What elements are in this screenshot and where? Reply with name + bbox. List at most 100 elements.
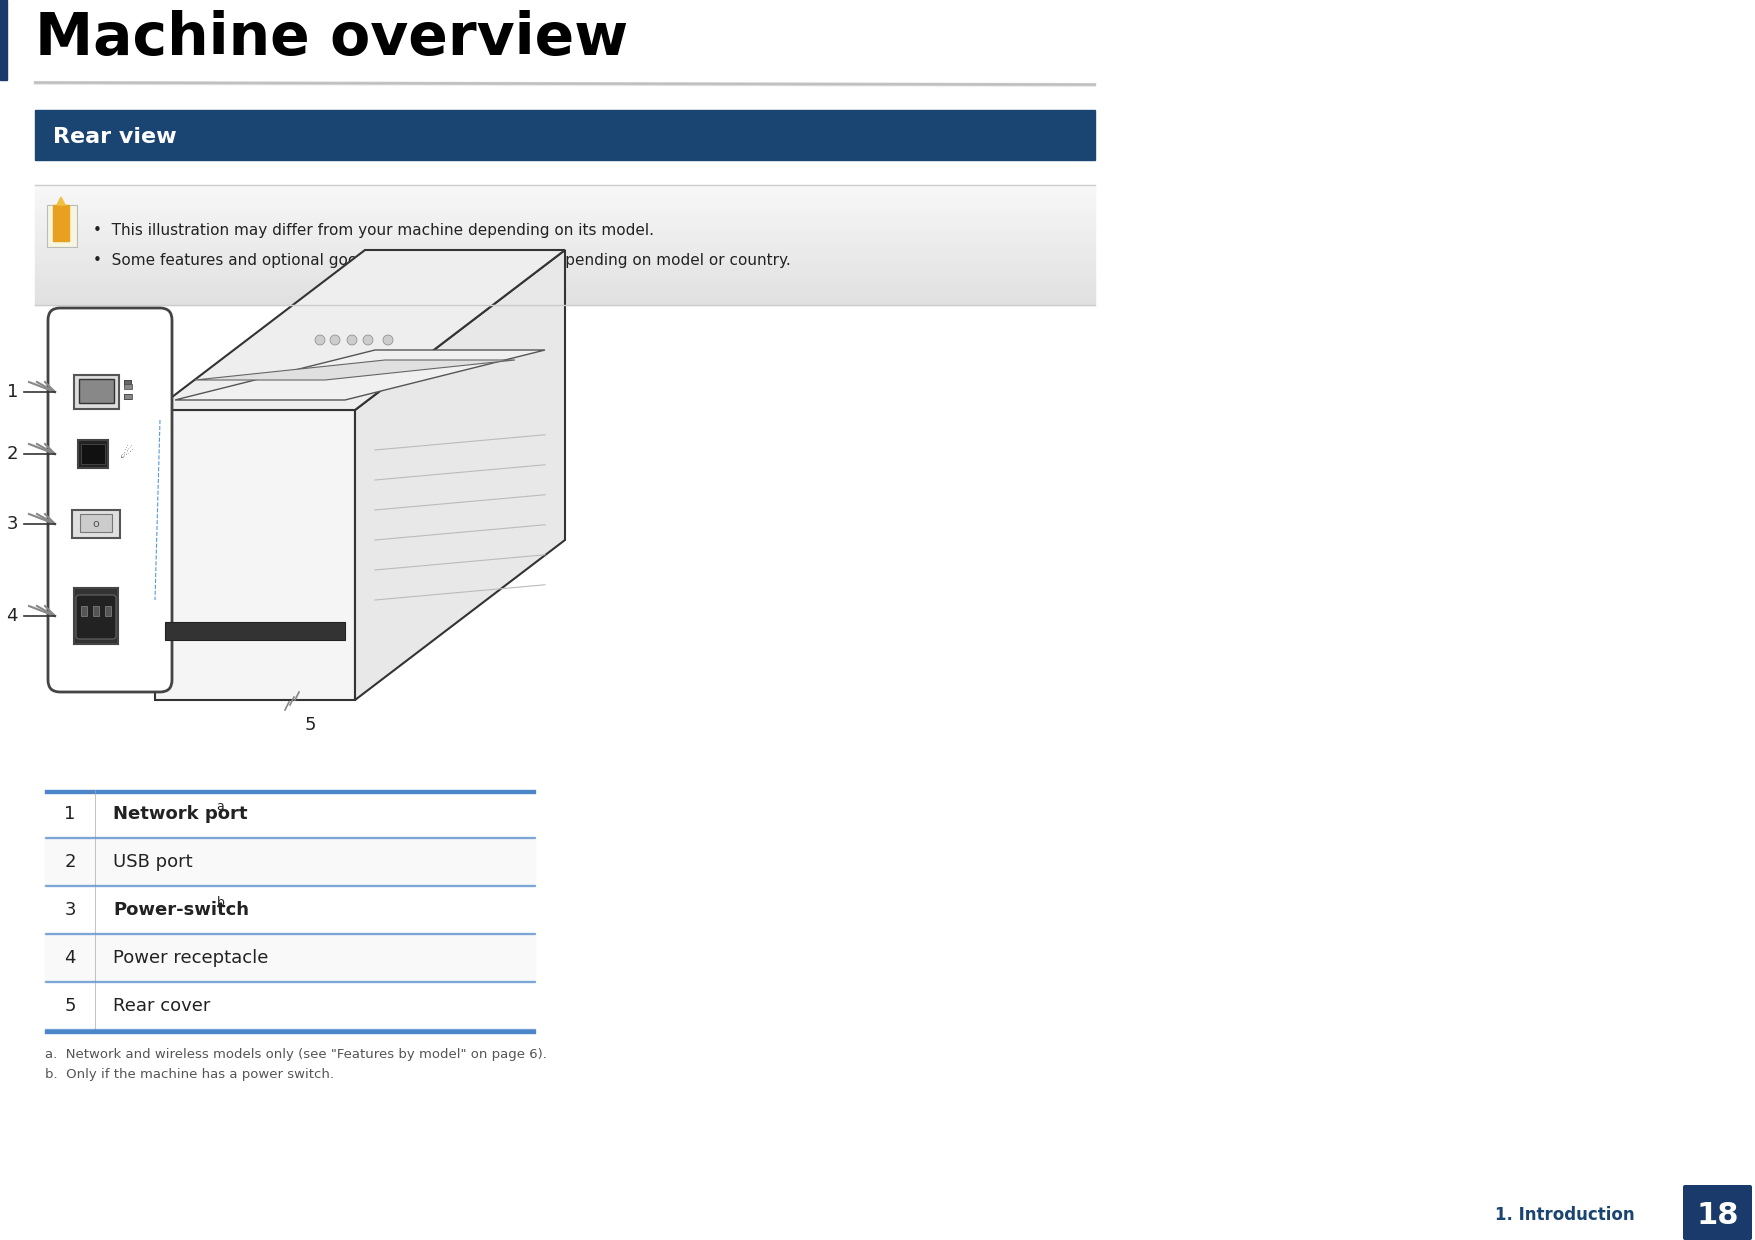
Bar bbox=[35, 188, 1095, 193]
Bar bbox=[35, 205, 1095, 210]
Text: a.  Network and wireless models only (see "Features by model" on page 6).: a. Network and wireless models only (see… bbox=[46, 1048, 548, 1061]
Text: Machine overview: Machine overview bbox=[35, 10, 628, 67]
Bar bbox=[125, 379, 132, 384]
Bar bbox=[125, 379, 132, 384]
Bar bbox=[35, 224, 1095, 229]
Bar bbox=[81, 515, 112, 532]
Bar bbox=[35, 249, 1095, 253]
Circle shape bbox=[363, 335, 374, 345]
Bar bbox=[35, 217, 1095, 221]
Bar bbox=[35, 237, 1095, 241]
Bar bbox=[35, 265, 1095, 269]
Text: •  This illustration may differ from your machine depending on its model.: • This illustration may differ from your… bbox=[93, 223, 655, 238]
Text: 4: 4 bbox=[7, 608, 18, 625]
FancyBboxPatch shape bbox=[47, 205, 77, 247]
Bar bbox=[35, 260, 1095, 265]
Polygon shape bbox=[154, 410, 355, 701]
Polygon shape bbox=[355, 250, 565, 701]
FancyBboxPatch shape bbox=[1683, 1185, 1751, 1240]
Bar bbox=[125, 394, 132, 399]
Circle shape bbox=[330, 335, 340, 345]
Bar bbox=[46, 884, 535, 887]
Bar bbox=[35, 293, 1095, 298]
Bar bbox=[35, 289, 1095, 293]
Circle shape bbox=[383, 335, 393, 345]
Bar bbox=[125, 384, 132, 389]
Text: Network port: Network port bbox=[112, 805, 247, 823]
Polygon shape bbox=[195, 360, 514, 379]
FancyBboxPatch shape bbox=[47, 308, 172, 692]
FancyBboxPatch shape bbox=[75, 595, 116, 639]
Bar bbox=[72, 510, 119, 538]
Bar bbox=[46, 932, 535, 934]
Bar bbox=[35, 201, 1095, 205]
Bar bbox=[46, 934, 535, 982]
Bar bbox=[74, 374, 119, 409]
Bar bbox=[93, 606, 98, 616]
Text: Rear cover: Rear cover bbox=[112, 997, 211, 1016]
Bar bbox=[35, 229, 1095, 233]
Bar bbox=[35, 246, 1095, 249]
Bar bbox=[35, 110, 1095, 160]
Bar bbox=[105, 606, 111, 616]
Bar bbox=[35, 301, 1095, 305]
Bar bbox=[35, 210, 1095, 213]
Bar bbox=[46, 981, 535, 982]
Text: USB port: USB port bbox=[112, 853, 193, 870]
Polygon shape bbox=[154, 250, 565, 410]
Bar bbox=[35, 257, 1095, 260]
Bar bbox=[46, 982, 535, 1030]
Bar bbox=[46, 837, 535, 838]
Text: b.  Only if the machine has a power switch.: b. Only if the machine has a power switc… bbox=[46, 1068, 333, 1081]
Bar bbox=[46, 887, 535, 934]
Circle shape bbox=[347, 335, 356, 345]
Bar bbox=[165, 622, 346, 640]
Polygon shape bbox=[176, 350, 546, 401]
Text: b: b bbox=[216, 895, 225, 909]
Text: 5: 5 bbox=[65, 997, 75, 1016]
Text: a: a bbox=[216, 800, 225, 812]
Text: Rear view: Rear view bbox=[53, 126, 177, 148]
Text: o: o bbox=[93, 520, 100, 529]
Polygon shape bbox=[53, 205, 68, 241]
Bar bbox=[35, 285, 1095, 289]
Bar bbox=[46, 838, 535, 887]
Text: 2: 2 bbox=[65, 853, 75, 870]
Text: 1: 1 bbox=[7, 383, 18, 401]
Bar bbox=[35, 298, 1095, 301]
Bar bbox=[35, 185, 1095, 188]
Text: 18: 18 bbox=[1697, 1202, 1739, 1230]
Text: 2: 2 bbox=[7, 445, 18, 463]
Text: 5: 5 bbox=[305, 715, 316, 734]
Text: 4: 4 bbox=[65, 949, 75, 967]
Bar bbox=[74, 588, 118, 644]
Bar bbox=[125, 394, 132, 399]
Bar bbox=[35, 213, 1095, 217]
Circle shape bbox=[314, 335, 325, 345]
Bar bbox=[46, 790, 535, 794]
Bar bbox=[35, 273, 1095, 277]
Bar bbox=[46, 790, 535, 838]
Bar bbox=[35, 253, 1095, 257]
Bar bbox=[79, 379, 114, 403]
Text: 3: 3 bbox=[65, 901, 75, 919]
Bar bbox=[0, 0, 7, 81]
Bar bbox=[125, 394, 132, 399]
Bar bbox=[125, 394, 132, 399]
Bar bbox=[46, 1030, 535, 1033]
Text: Power-switch: Power-switch bbox=[112, 901, 249, 919]
Text: 1: 1 bbox=[65, 805, 75, 823]
Text: ☄: ☄ bbox=[119, 446, 133, 461]
Bar bbox=[125, 379, 132, 384]
Bar bbox=[35, 277, 1095, 281]
Bar bbox=[35, 221, 1095, 224]
Bar bbox=[35, 241, 1095, 246]
Bar bbox=[46, 1028, 535, 1030]
Bar bbox=[81, 444, 105, 464]
Bar bbox=[81, 606, 88, 616]
Text: •  Some features and optional goods may not be available depending on model or c: • Some features and optional goods may n… bbox=[93, 253, 792, 268]
Bar bbox=[35, 193, 1095, 197]
Bar bbox=[35, 197, 1095, 201]
Bar bbox=[35, 269, 1095, 273]
Text: 3: 3 bbox=[7, 515, 18, 533]
